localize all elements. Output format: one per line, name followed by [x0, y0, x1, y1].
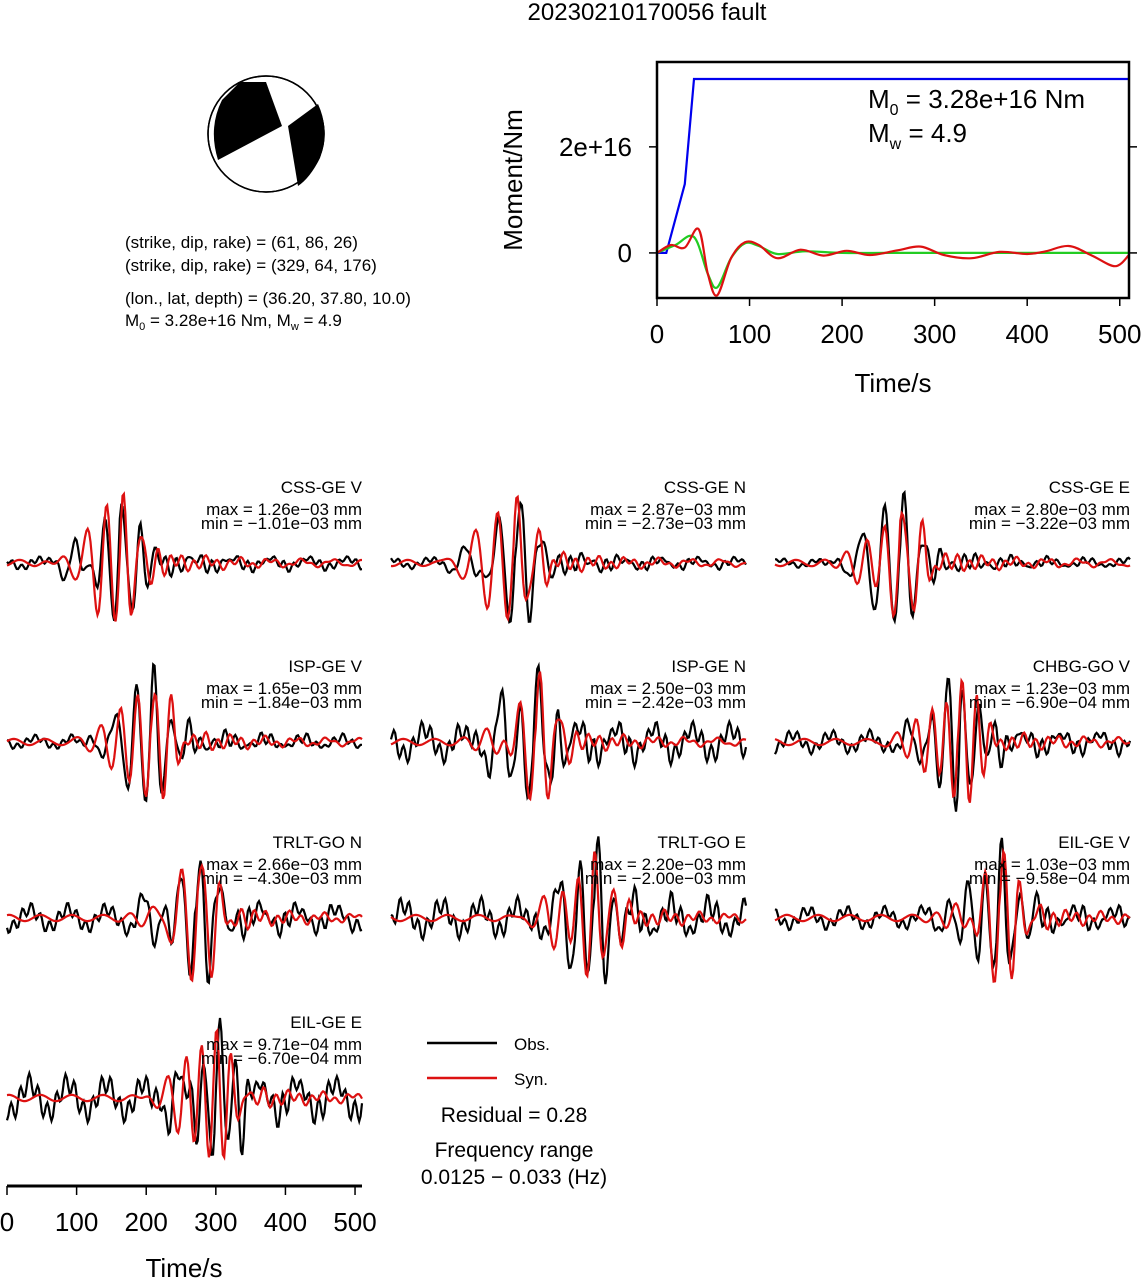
synthetic-trace — [390, 851, 747, 979]
moment-y-label: Moment/Nm — [498, 109, 528, 251]
synthetic-trace — [774, 847, 1131, 983]
moment-x-tick-label: 200 — [820, 319, 863, 349]
synthetic-trace — [390, 671, 747, 802]
moment-series-2 — [656, 227, 1130, 297]
station-name: TRLT-GO N — [273, 833, 362, 852]
station-max: max = 1.26e−03 mm — [206, 500, 362, 519]
synthetic-trace — [6, 1027, 363, 1161]
station-min: min = −2.42e−03 mm — [585, 693, 746, 712]
mechanism-info: (strike, dip, rake) = (61, 86, 26) (stri… — [125, 233, 411, 333]
legend-syn-label: Syn. — [514, 1070, 548, 1089]
waveform-x-tick-label: 300 — [194, 1207, 237, 1237]
mechanism-line-2: (strike, dip, rake) = (329, 64, 176) — [125, 256, 377, 275]
moment-x-tick-label: 400 — [1006, 319, 1049, 349]
synthetic-trace — [6, 491, 362, 622]
moment-y-tick-label: 0 — [618, 238, 632, 268]
station-min: min = −1.01e−03 mm — [201, 514, 362, 533]
station-name: EIL-GE E — [290, 1013, 362, 1032]
moment-x-tick-label: 500 — [1098, 319, 1141, 349]
observed-trace — [774, 677, 1132, 812]
synthetic-trace — [6, 862, 363, 983]
station-max: max = 2.87e−03 mm — [590, 500, 746, 519]
residual-label: Residual = 0.28 — [441, 1104, 588, 1127]
station-min: min = −2.73e−03 mm — [585, 514, 746, 533]
synthetic-trace — [774, 510, 1131, 620]
station-min: min = −9.58e−04 mm — [969, 869, 1130, 888]
synthetic-trace — [774, 677, 1131, 804]
station-max: max = 2.80e−03 mm — [974, 500, 1130, 519]
figure-title: 20230210170056 fault — [528, 0, 767, 26]
synthetic-trace — [6, 691, 363, 800]
station-name: ISP-GE N — [671, 657, 746, 676]
moment-y-tick-label: 2e+16 — [559, 132, 632, 162]
station-max: max = 1.65e−03 mm — [206, 679, 362, 698]
observed-trace — [5, 1017, 364, 1156]
waveform-x-tick-label: 200 — [125, 1207, 168, 1237]
waveform-x-tick-label: 0 — [0, 1207, 14, 1237]
station-name: CHBG-GO V — [1033, 657, 1131, 676]
moment-annotation-mw: Mw = 4.9 — [868, 118, 967, 153]
waveform-x-label: Time/s — [145, 1253, 222, 1281]
station-max: max = 2.50e−03 mm — [590, 679, 746, 698]
waveform-x-tick-label: 100 — [55, 1207, 98, 1237]
station-max: max = 1.03e−03 mm — [974, 855, 1130, 874]
beachball-icon — [207, 75, 325, 193]
waveform-x-tick-label: 500 — [333, 1207, 376, 1237]
station-min: min = −6.90e−04 mm — [969, 693, 1130, 712]
station-max: max = 2.20e−03 mm — [590, 855, 746, 874]
legend: Obs. Syn. — [427, 1035, 550, 1089]
station-name: CSS-GE V — [281, 478, 363, 497]
observed-trace — [390, 836, 748, 985]
mechanism-line-3: (lon., lat, depth) = (36.20, 37.80, 10.0… — [125, 289, 411, 308]
station-min: min = −3.22e−03 mm — [969, 514, 1130, 533]
moment-series-0 — [657, 77, 1129, 254]
station-min: min = −6.70e−04 mm — [201, 1049, 362, 1068]
mechanism-line-4: M0 = 3.28e+16 Nm, Mw = 4.9 — [125, 311, 342, 333]
frequency-range: 0.0125 − 0.033 (Hz) — [421, 1166, 607, 1189]
station-name: EIL-GE V — [1058, 833, 1130, 852]
moment-x-tick-label: 300 — [913, 319, 956, 349]
legend-obs-label: Obs. — [514, 1035, 550, 1054]
observed-trace — [389, 661, 748, 801]
moment-x-tick-label: 0 — [650, 319, 664, 349]
station-name: CSS-GE N — [664, 478, 746, 497]
station-min: min = −1.84e−03 mm — [201, 693, 362, 712]
moment-series-1 — [656, 234, 1129, 289]
station-min: min = −2.00e−03 mm — [585, 869, 746, 888]
station-max: max = 9.71e−04 mm — [206, 1035, 362, 1054]
moment-annotation-m0: M0 = 3.28e+16 Nm — [868, 84, 1085, 119]
moment-chart: 0 100 200 300 400 500 0 2e+16 Time/s Moment/Nm M0 … — [498, 60, 1141, 398]
waveform-x-axis: 0 100 200 300 400 500 — [0, 1184, 377, 1237]
waveform-x-tick-label: 400 — [264, 1207, 307, 1237]
station-max: max = 1.23e−03 mm — [974, 679, 1130, 698]
synthetic-trace — [390, 494, 747, 623]
frequency-title: Frequency range — [435, 1139, 594, 1162]
station-name: ISP-GE V — [288, 657, 362, 676]
station-min: min = −4.30e−03 mm — [201, 869, 362, 888]
moment-x-tick-label: 100 — [728, 319, 771, 349]
moment-frame — [655, 60, 1131, 300]
moment-x-label: Time/s — [854, 368, 931, 398]
station-max: max = 2.66e−03 mm — [206, 855, 362, 874]
station-name: TRLT-GO E — [658, 833, 746, 852]
mechanism-line-1: (strike, dip, rake) = (61, 86, 26) — [125, 233, 358, 252]
station-name: CSS-GE E — [1049, 478, 1130, 497]
